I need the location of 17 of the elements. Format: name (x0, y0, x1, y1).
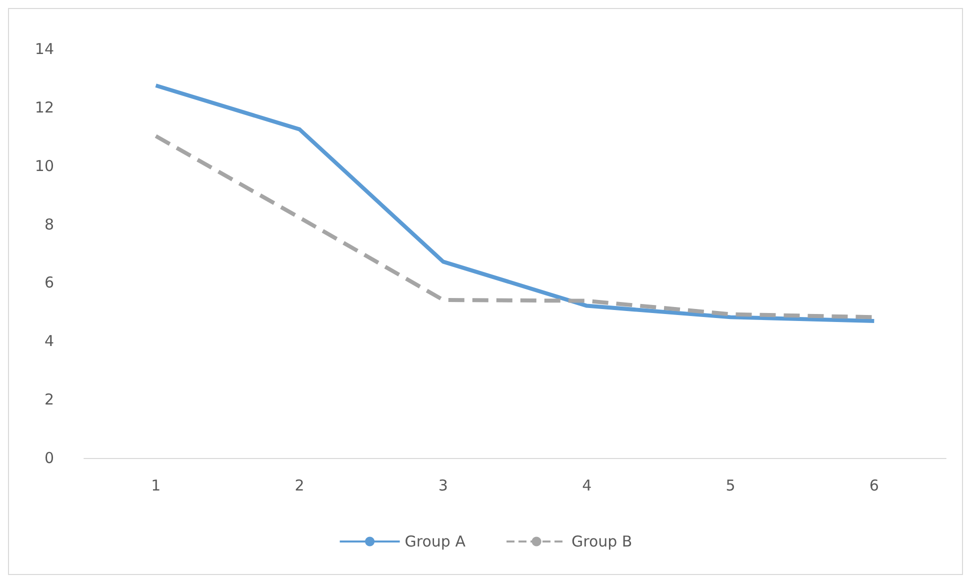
x-tick-label: 2 (294, 476, 304, 494)
y-tick-label: 2 (44, 390, 54, 409)
x-tick-label: 5 (726, 476, 736, 494)
y-tick-label: 6 (44, 274, 54, 292)
y-tick-label: 12 (34, 98, 54, 116)
y-tick-label: 0 (44, 449, 54, 467)
x-tick-label: 1 (151, 476, 161, 494)
y-tick-label: 14 (34, 40, 54, 58)
y-tick-label: 10 (34, 156, 54, 175)
x-tick-label: 6 (869, 476, 879, 494)
legend-label: Group B (571, 532, 632, 550)
legend-label: Group A (404, 532, 466, 550)
line-series (154, 84, 876, 323)
y-tick-label: 4 (44, 332, 54, 350)
x-tick-label: 3 (438, 476, 448, 494)
x-tick-label: 4 (582, 476, 592, 494)
y-tick-label: 8 (44, 215, 54, 234)
